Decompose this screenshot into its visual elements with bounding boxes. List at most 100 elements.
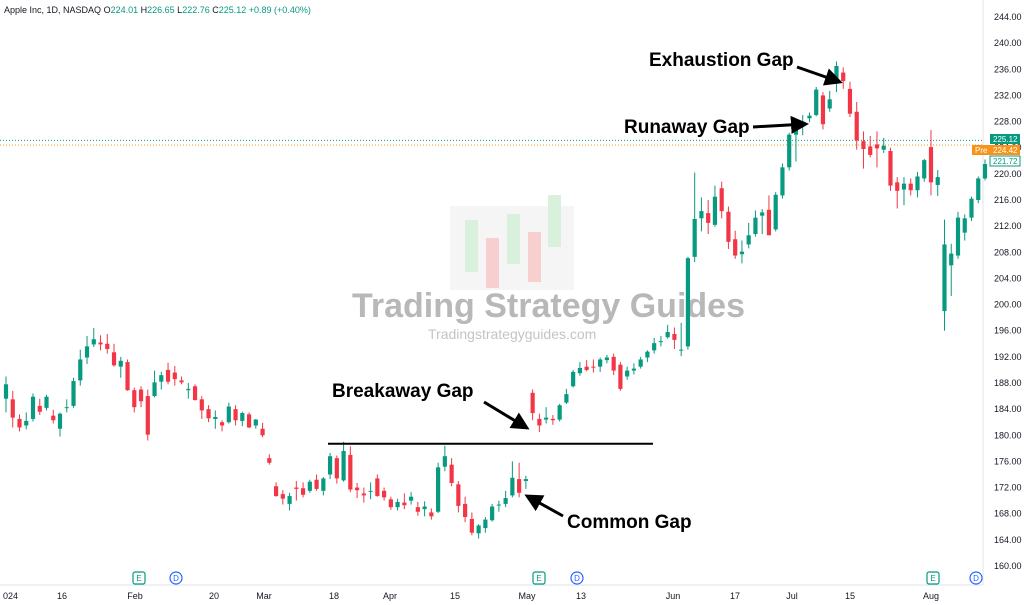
candle-body [861, 141, 866, 150]
y-tick-label: 192.00 [994, 352, 1022, 362]
candle-body [145, 396, 150, 435]
dividend-icon[interactable]: D [570, 571, 584, 585]
y-tick-label: 172.00 [994, 483, 1022, 493]
price-tag: 225.12 [990, 134, 1020, 144]
candle-body [84, 346, 90, 358]
y-tick-label: 200.00 [994, 300, 1022, 310]
candle-body [537, 418, 542, 426]
candle-body [327, 456, 333, 475]
candle-body [321, 478, 326, 491]
candle-body [138, 389, 144, 402]
x-tick-label: 15 [450, 591, 460, 601]
earnings-icon-shape [926, 571, 940, 585]
x-tick-label: Jul [786, 591, 798, 601]
x-tick-label: Feb [127, 591, 143, 601]
candle-body [550, 418, 555, 421]
candle-body [584, 366, 589, 370]
candle-body [10, 399, 15, 418]
candle-body [294, 487, 299, 489]
candle-body [679, 349, 684, 351]
candle-body [530, 392, 535, 414]
candle-body [334, 458, 339, 479]
candle-body [854, 111, 859, 141]
candle-body [604, 357, 609, 361]
common-gap-label: Common Gap [567, 512, 692, 533]
candle-body [760, 212, 765, 216]
y-tick-label: 204.00 [994, 273, 1022, 283]
exhaustion-gap-arrow [796, 65, 843, 86]
candle-body [787, 134, 792, 168]
y-tick-label: 232.00 [994, 90, 1022, 100]
price-tag-value: 224.42 [993, 146, 1018, 155]
price-tag-box [972, 145, 1020, 155]
dividend-icon[interactable]: D [169, 571, 183, 585]
candle-body [449, 464, 454, 483]
earnings-icon[interactable]: E [132, 571, 146, 585]
breakaway-gap-arrow [483, 400, 530, 430]
candle-body [901, 183, 907, 190]
candle-body [874, 144, 880, 149]
candle-body [30, 396, 36, 419]
candle-body [922, 160, 927, 179]
dividend-icon[interactable]: D [969, 571, 983, 585]
candle-body [517, 479, 522, 493]
candle-body [98, 342, 103, 345]
candle-body [490, 506, 495, 521]
candle-body [807, 115, 812, 119]
candles [3, 61, 988, 539]
candle-body [213, 416, 218, 419]
dividend-icon-shape [169, 571, 183, 585]
candle-body [368, 490, 373, 492]
candle-body [172, 372, 177, 380]
symbol-name: Apple Inc, 1D, NASDAQ [4, 5, 102, 15]
candle-body [246, 414, 252, 428]
candle-body [766, 209, 772, 236]
earnings-icon[interactable]: E [926, 571, 940, 585]
common-gap-arrow [524, 494, 564, 518]
candle-body [955, 217, 961, 256]
x-tick-label: 16 [57, 591, 67, 601]
y-tick-label: 180.00 [994, 430, 1022, 440]
candle-body [395, 501, 400, 508]
candle-body [179, 380, 184, 383]
high-label: H [140, 5, 148, 15]
candle-body [37, 405, 42, 412]
candle-body [71, 381, 76, 406]
x-tick-label: May [518, 591, 536, 601]
candle-body [746, 235, 751, 245]
candle-body [199, 399, 204, 411]
open-label: O [103, 5, 111, 15]
candle-body [348, 454, 353, 490]
candle-body [658, 341, 664, 343]
x-tick-label: 13 [576, 591, 586, 601]
candle-body [382, 490, 387, 498]
earnings-icon[interactable]: E [532, 571, 546, 585]
price-tag-label: Pre [975, 146, 988, 155]
x-tick-label: 20 [209, 591, 219, 601]
candle-body [159, 375, 164, 382]
x-tick-label: 17 [730, 591, 740, 601]
low-value: 222.76 [182, 5, 210, 15]
candle-body [969, 198, 974, 218]
close-value: 225.12 [218, 5, 247, 15]
y-tick-label: 160.00 [994, 561, 1022, 571]
y-tick-label: 168.00 [994, 509, 1022, 519]
candle-body [908, 183, 913, 191]
candle-body [949, 253, 954, 266]
candle-body [354, 487, 360, 491]
candle-body [165, 369, 171, 382]
candle-body [598, 359, 603, 367]
high-value: 226.65 [147, 5, 175, 15]
change-value: +0.89 (+0.40%) [248, 5, 311, 15]
candle-body [652, 343, 657, 351]
y-tick-label: 216.00 [994, 195, 1022, 205]
candle-body [287, 496, 292, 504]
candle-body [17, 418, 22, 428]
candle-body [409, 496, 414, 501]
candle-body [726, 211, 731, 242]
candle-body [820, 95, 826, 125]
candle-body [51, 415, 56, 421]
candle-body [442, 456, 447, 467]
